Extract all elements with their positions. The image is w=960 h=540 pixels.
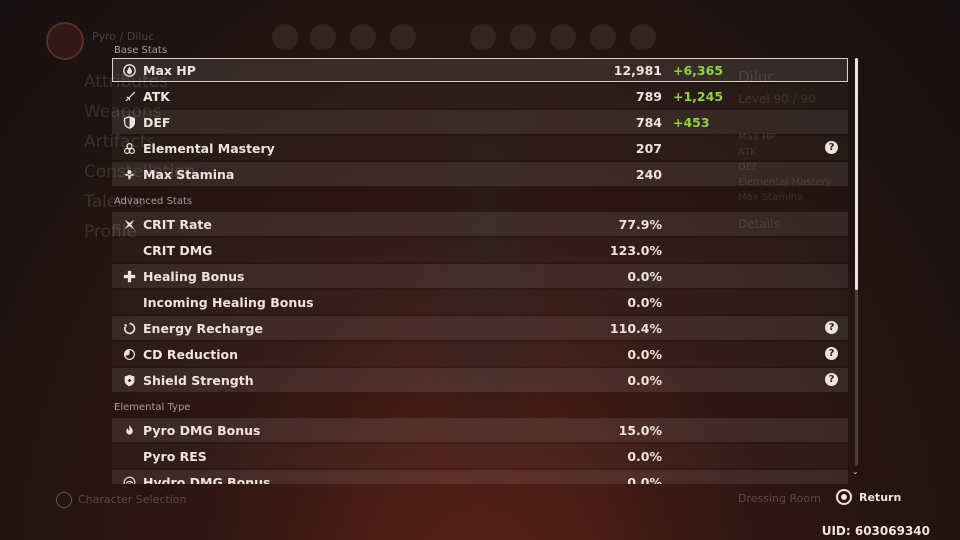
stat-label: Max Stamina [143,166,235,182]
dressing-room-button: Dressing Room [738,492,821,505]
breadcrumb: Pyro / Diluc [92,30,155,43]
stat-label: Pyro DMG Bonus [143,422,261,438]
stat-value: 0.0% [627,346,662,362]
help-icon[interactable]: ? [825,141,838,154]
stat-value: 0.0% [627,474,662,485]
crit-icon [121,216,137,232]
stat-row-atk[interactable]: ATK 789 +1,245 [112,84,848,108]
stat-label: Max HP [143,62,196,78]
stat-label: Shield Strength [143,372,254,388]
stat-row-shield-strength[interactable]: Shield Strength 0.0% ? [112,368,848,392]
stat-row-incoming-healing-bonus[interactable]: Incoming Healing Bonus 0.0% [112,290,848,314]
stat-row-max-hp[interactable]: Max HP 12,981 +6,365 [112,58,848,82]
stat-label: CRIT DMG [143,242,213,258]
stat-label: Pyro RES [143,448,207,464]
pyro-icon [121,422,137,438]
elemental-mastery-icon [121,140,137,156]
stamina-icon [121,166,137,182]
element-emblem-icon [46,22,84,60]
stat-value: 0.0% [627,448,662,464]
help-icon[interactable]: ? [825,321,838,334]
stat-label: Energy Recharge [143,320,263,336]
stat-label: ATK [143,88,170,104]
stat-value: 207 [635,140,662,156]
cd-reduction-icon [121,346,137,362]
stat-value: 123.0% [609,242,662,258]
controller-b-button-icon [836,489,852,505]
controller-button-icon [56,492,72,508]
help-icon[interactable]: ? [825,347,838,360]
stat-label: Healing Bonus [143,268,245,284]
uid-label: UID: 603069340 [821,524,930,538]
character-selection-label: Character Selection [78,493,187,506]
stat-value: 789 [635,88,662,104]
stat-row-energy-recharge[interactable]: Energy Recharge 110.4% ? [112,316,848,340]
stat-value: 77.9% [618,216,662,232]
scrollbar[interactable] [855,58,858,466]
stat-row-pyro-dmg-bonus[interactable]: Pyro DMG Bonus 15.0% [112,418,848,442]
energy-recharge-icon [121,320,137,336]
stat-label: Hydro DMG Bonus [143,474,271,485]
shield-half-icon [121,114,137,130]
stat-label: DEF [143,114,171,130]
stat-value: 0.0% [627,372,662,388]
stat-row-pyro-res[interactable]: Pyro RES 0.0% [112,444,848,468]
stat-value: 784 [635,114,662,130]
character-selection-button: Character Selection [56,492,187,508]
hp-drop-icon [121,62,137,78]
stat-bonus: +453 [673,114,710,130]
stat-row-healing-bonus[interactable]: Healing Bonus 0.0% [112,264,848,288]
section-title-elemental-type: Elemental Type [114,402,191,413]
stat-row-max-stamina[interactable]: Max Stamina 240 [112,162,848,186]
stat-row-def[interactable]: DEF 784 +453 [112,110,848,134]
stat-row-crit-rate[interactable]: CRIT Rate 77.9% [112,212,848,236]
stat-bonus: +6,365 [673,62,724,78]
stat-row-hydro-dmg-bonus[interactable]: Hydro DMG Bonus 0.0% [112,470,848,484]
hydro-icon [121,474,137,484]
stat-value: 15.0% [618,422,662,438]
stat-value: 0.0% [627,294,662,310]
stat-row-cd-reduction[interactable]: CD Reduction 0.0% ? [112,342,848,366]
stat-row-crit-dmg[interactable]: CRIT DMG 123.0% [112,238,848,262]
shield-strength-icon [121,372,137,388]
stat-bonus: +1,245 [673,88,724,104]
sword-icon [121,88,137,104]
scrollbar-thumb[interactable] [855,58,858,290]
scroll-down-icon: ⌄ [852,467,859,476]
return-button[interactable]: Return [836,489,901,505]
stat-value: 0.0% [627,268,662,284]
stat-label: Incoming Healing Bonus [143,294,314,310]
stat-value: 240 [635,166,662,182]
stat-value: 110.4% [609,320,662,336]
dressing-room-label: Dressing Room [738,492,821,505]
help-icon[interactable]: ? [825,373,838,386]
healing-cross-icon [121,268,137,284]
section-title-advanced-stats: Advanced Stats [114,196,193,207]
stat-row-elemental-mastery[interactable]: Elemental Mastery 207 ? [112,136,848,160]
return-label: Return [859,490,902,504]
attributes-detail-panel[interactable]: Base Stats Max HP 12,981 +6,365 ATK 789 … [112,44,848,484]
stat-label: CD Reduction [143,346,239,362]
stat-label: Elemental Mastery [143,140,275,156]
section-title-base-stats: Base Stats [114,45,168,56]
stat-value: 12,981 [613,62,662,78]
stat-label: CRIT Rate [143,216,212,232]
